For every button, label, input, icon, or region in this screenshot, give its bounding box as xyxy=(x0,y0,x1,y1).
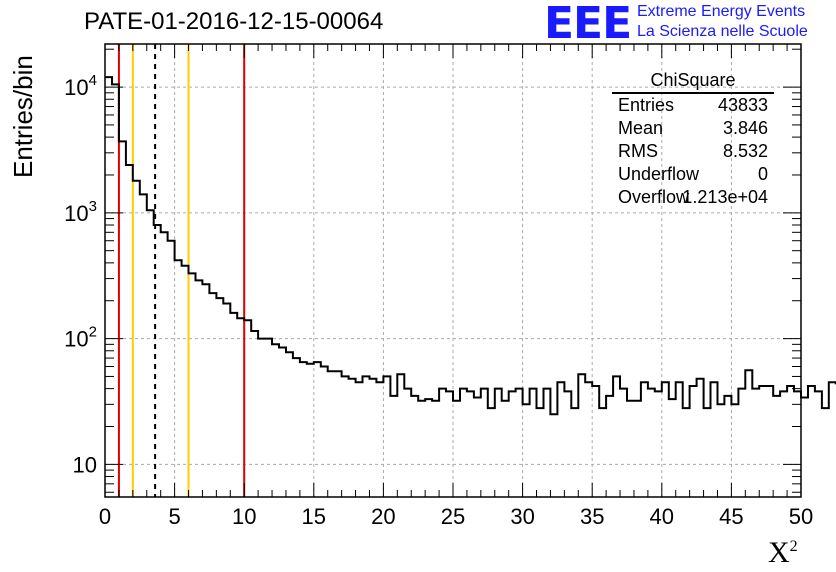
y-tick-label-base: 10 xyxy=(64,201,88,226)
x-axis-label-base: X xyxy=(768,536,790,569)
x-tick-label: 40 xyxy=(650,504,674,529)
y-tick-label: 103 xyxy=(64,198,97,226)
y-tick-label-exponent: 2 xyxy=(89,324,97,341)
stats-row-mean: Mean 3.846 xyxy=(612,117,774,140)
y-tick-label: 102 xyxy=(64,324,97,352)
y-tick-label-base: 10 xyxy=(64,75,88,100)
histogram-series xyxy=(105,76,836,416)
histogram-step-line xyxy=(105,76,836,416)
stats-value: 43833 xyxy=(717,95,768,115)
stats-row-overflow: Overflow 1.213e+04 xyxy=(612,186,774,209)
stats-box: ChiSquare Entries 43833 Mean 3.846 RMS 8… xyxy=(612,70,774,209)
stats-key: Mean xyxy=(618,118,664,138)
stats-value: 3.846 xyxy=(722,118,768,138)
stats-key: Entries xyxy=(618,95,675,115)
y-tick-label: 10 xyxy=(73,452,97,477)
x-tick-label: 35 xyxy=(580,504,604,529)
x-tick-label: 5 xyxy=(168,504,180,529)
stats-row-rms: RMS 8.532 xyxy=(612,140,774,163)
x-tick-label: 0 xyxy=(99,504,111,529)
stats-key: Overflow xyxy=(618,187,690,207)
chart-title: PATE-01-2016-12-15-00064 xyxy=(84,8,384,35)
stats-row-underflow: Underflow 0 xyxy=(612,163,774,186)
grid xyxy=(105,44,801,497)
logo-line-2: La Scienza nelle Scuole xyxy=(637,23,808,40)
stats-value: 1.213e+04 xyxy=(682,187,768,207)
x-tick-label: 20 xyxy=(371,504,395,529)
y-tick-label: 104 xyxy=(64,72,97,100)
logo-line-1: Extreme Energy Events xyxy=(637,3,806,20)
x-tick-label: 50 xyxy=(789,504,813,529)
y-axis-label: Entries/bin xyxy=(8,55,38,178)
eee-logo: EEE xyxy=(544,0,632,49)
stats-key: RMS xyxy=(618,141,658,161)
stats-title: ChiSquare xyxy=(612,70,774,94)
cut-lines xyxy=(117,44,246,497)
axis-ticks xyxy=(104,44,802,497)
x-tick-label: 15 xyxy=(302,504,326,529)
y-tick-label-base: 10 xyxy=(64,327,88,352)
y-tick-label-exponent: 3 xyxy=(89,198,97,215)
stats-value: 0 xyxy=(757,164,768,184)
x-axis-label-exponent: 2 xyxy=(789,538,798,555)
y-tick-label-exponent: 4 xyxy=(89,72,97,89)
x-axis-label: X2 xyxy=(768,536,798,570)
x-tick-label: 45 xyxy=(719,504,743,529)
x-tick-label: 10 xyxy=(232,504,256,529)
stats-row-entries: Entries 43833 xyxy=(612,94,774,117)
stats-value: 8.532 xyxy=(722,141,768,161)
x-tick-label: 25 xyxy=(441,504,465,529)
x-tick-label: 30 xyxy=(510,504,534,529)
stats-key: Underflow xyxy=(618,164,700,184)
y-tick-label-base: 10 xyxy=(73,452,97,477)
